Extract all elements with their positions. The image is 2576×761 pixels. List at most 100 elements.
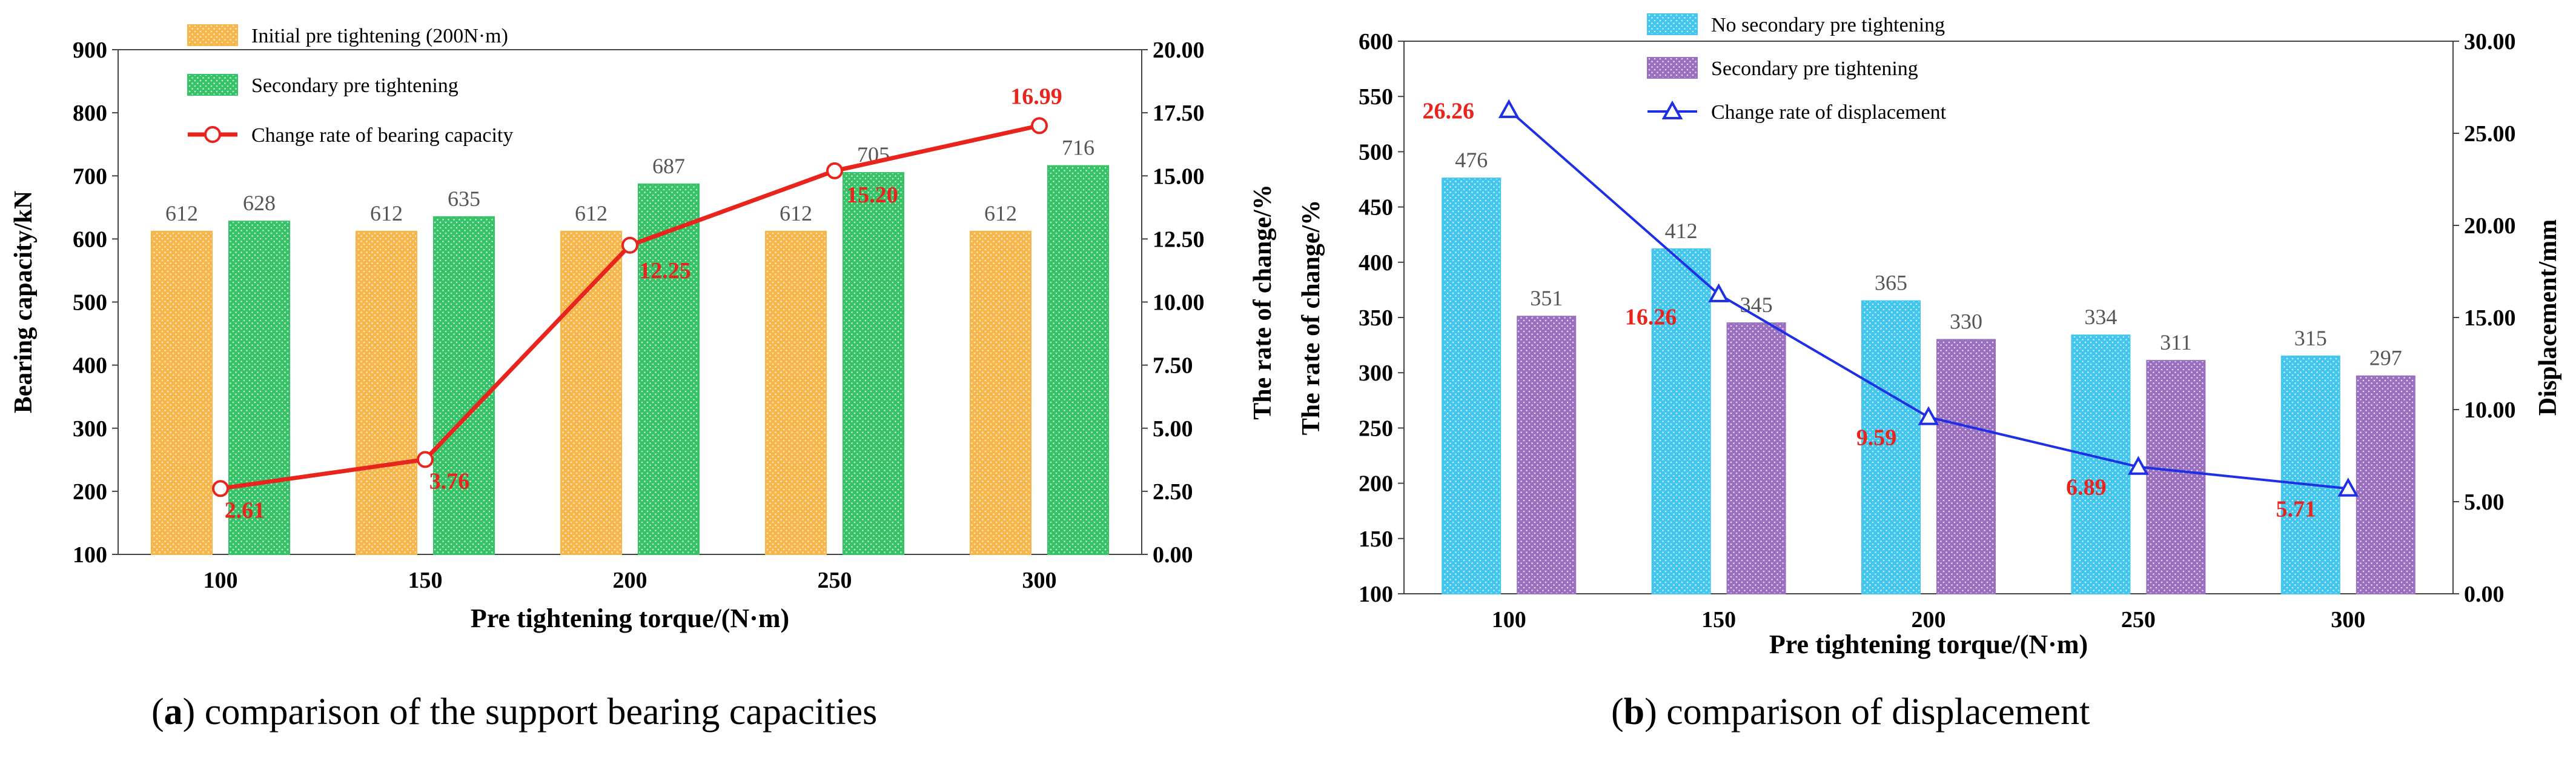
- a-x-tick-label: 100: [204, 568, 238, 593]
- b-y2-tick-label: 15.00: [2464, 305, 2516, 331]
- b-bar-value-label: 315: [2294, 326, 2327, 350]
- a-legend-label: Initial pre tightening (200N·m): [251, 25, 508, 47]
- a-line-point: [621, 236, 638, 254]
- b-line-value-label: 16.26: [1625, 305, 1677, 330]
- b-y2-tick-label: 25.00: [2464, 121, 2516, 147]
- a-y-tick-label: 600: [73, 227, 107, 252]
- a-y2-tick-label: 15.00: [1153, 164, 1205, 189]
- b-bar-second: [1936, 339, 1996, 594]
- a-y-axis-title: Bearing capacity/kN: [10, 191, 38, 413]
- a-bar-first: [560, 230, 622, 555]
- a-line-value-label: 3.76: [429, 468, 470, 494]
- a-y2-tick-label: 10.00: [1153, 290, 1205, 316]
- b-y-tick-label: 200: [1359, 471, 1393, 497]
- b-bar-value-label: 297: [2369, 346, 2402, 370]
- a-bar-value-label: 612: [370, 201, 403, 225]
- a-x-tick-label: 200: [613, 568, 647, 593]
- b-y2-tick-label: 5.00: [2464, 490, 2505, 515]
- a-bar-value-label: 687: [652, 154, 685, 178]
- caption-b: (b) comparison of displacement: [1611, 691, 2090, 733]
- caption-b-letter: b: [1623, 691, 1645, 733]
- a-line-point: [212, 480, 229, 497]
- a-y2-tick-label: 0.00: [1153, 542, 1193, 568]
- a-y2-tick-label: 2.50: [1153, 479, 1193, 505]
- a-y2-tick-label: 17.50: [1153, 101, 1205, 126]
- b-bar-value-label: 345: [1740, 293, 1773, 317]
- caption-a-letter: a: [164, 691, 183, 733]
- b-legend-swatch: [1647, 57, 1698, 79]
- a-y2-tick-label: 12.50: [1153, 227, 1205, 252]
- a-bar-value-label: 628: [243, 191, 276, 215]
- a-line-value-label: 12.25: [639, 258, 691, 284]
- a-bar-first: [765, 230, 827, 555]
- b-y2-tick-label: 20.00: [2464, 213, 2516, 239]
- a-line-value-label: 2.61: [225, 497, 265, 523]
- b-y2-tick-label: 30.00: [2464, 29, 2516, 55]
- b-y-tick-label: 350: [1359, 305, 1393, 331]
- caption-b-text: ) comparison of displacement: [1644, 691, 2090, 733]
- b-bar-first: [1651, 248, 1711, 594]
- b-bar-value-label: 351: [1530, 286, 1563, 310]
- a-legend-label: Change rate of bearing capacity: [251, 124, 513, 147]
- b-y-tick-label: 550: [1359, 84, 1393, 110]
- b-legend-label: Secondary pre tightening: [1711, 58, 1918, 80]
- chart-b-svg: 100 150 200 250 300 350 400 450 500 550 600 0.00 5.0…: [1297, 13, 2562, 659]
- b-y-tick-label: 150: [1359, 527, 1393, 552]
- a-bar-value-label: 612: [780, 201, 812, 225]
- a-bar-first: [356, 230, 417, 555]
- a-bar-value-label: 635: [448, 187, 480, 211]
- a-bar-value-label: 612: [575, 201, 608, 225]
- b-y-tick-label: 100: [1359, 582, 1393, 607]
- a-y-tick-label: 800: [73, 101, 107, 126]
- b-bar-value-label: 412: [1665, 219, 1698, 243]
- b-x-tick-label: 100: [1492, 607, 1526, 633]
- b-line-point: [2128, 456, 2149, 475]
- a-bar-value-label: 612: [984, 201, 1017, 225]
- b-line-point: [2337, 477, 2359, 497]
- b-legend-swatch: [1647, 13, 1698, 35]
- a-bar-first: [970, 230, 1031, 555]
- a-bar-second: [1047, 165, 1109, 555]
- b-bar-second: [2146, 360, 2206, 594]
- a-y-tick-label: 400: [73, 353, 107, 379]
- chart-panel-b: 100 150 200 250 300 350 400 450 500 550 600 0.00 5.0…: [1296, 0, 2576, 761]
- a-legend-swatch: [187, 74, 238, 96]
- a-line-point: [1031, 117, 1048, 135]
- b-change-rate-line: [1508, 109, 2349, 490]
- b-y2-tick-label: 10.00: [2464, 397, 2516, 423]
- b-y-tick-label: 250: [1359, 416, 1393, 441]
- a-bar-second: [638, 183, 700, 555]
- chart-a-svg: 100 200 300 400 500 600 700 800 900 0.00 2.50 5.00 7…: [10, 24, 1277, 633]
- b-legend-label: Change rate of displacement: [1711, 101, 1947, 124]
- a-y-tick-label: 500: [73, 290, 107, 316]
- b-line-point: [1708, 283, 1729, 302]
- b-line-value-label: 6.89: [2066, 475, 2107, 500]
- a-line-point: [826, 162, 843, 179]
- b-x-tick-label: 200: [1912, 607, 1946, 633]
- b-line-value-label: 26.26: [1422, 99, 1474, 124]
- a-bar-value-label: 612: [165, 201, 198, 225]
- a-y2-tick-label: 20.00: [1153, 38, 1205, 63]
- a-bar-second: [228, 221, 290, 556]
- a-bar-first: [151, 230, 213, 555]
- b-line-point: [1918, 406, 1939, 425]
- b-x-tick-label: 250: [2121, 607, 2156, 633]
- b-y-tick-label: 300: [1359, 361, 1393, 386]
- b-x-tick-label: 300: [2331, 607, 2365, 633]
- chart-panel-a: 100 200 300 400 500 600 700 800 900 0.00 2.50 5.00 7…: [10, 24, 1277, 633]
- a-y2-tick-label: 7.50: [1153, 353, 1193, 379]
- a-bar-value-label: 716: [1062, 136, 1094, 160]
- a-y2-tick-label: 5.00: [1153, 416, 1193, 442]
- b-y2-axis-title: Displacement/mm: [2534, 219, 2562, 416]
- b-bar-first: [2071, 334, 2131, 595]
- b-x-axis-title: Pre tightening torque/(N·m): [1769, 630, 2088, 659]
- a-y-tick-label: 200: [73, 479, 107, 505]
- a-y-tick-label: 900: [73, 38, 107, 63]
- b-y-tick-label: 450: [1359, 195, 1393, 221]
- b-line-point: [1498, 99, 1520, 118]
- a-line-value-label: 15.20: [846, 182, 898, 208]
- b-bar-value-label: 330: [1950, 309, 1982, 333]
- a-y-tick-label: 700: [73, 164, 107, 189]
- b-bar-first: [1861, 300, 1921, 594]
- b-x-tick-label: 150: [1701, 607, 1736, 633]
